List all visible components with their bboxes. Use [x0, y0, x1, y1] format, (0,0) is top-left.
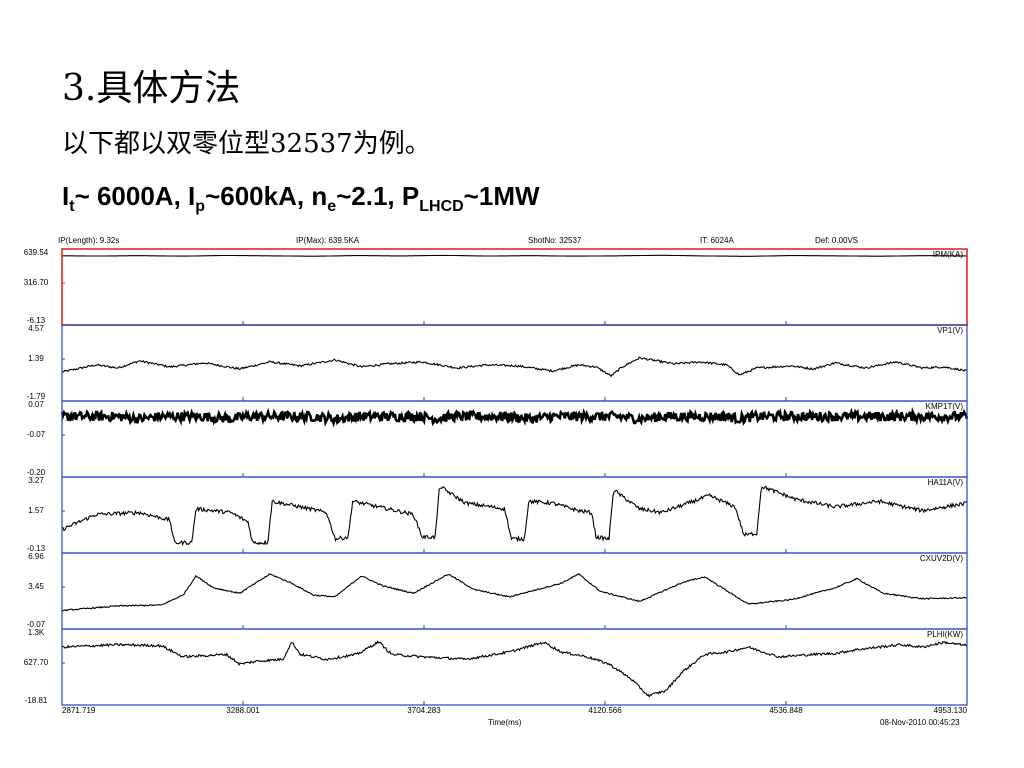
x-tick-label: 2871.719: [62, 706, 96, 715]
x-tick-label: 3704.283: [407, 706, 441, 715]
y-tick-label: -1.79: [27, 392, 46, 401]
y-tick-label: -18.81: [25, 696, 48, 705]
y-tick-label: -0.07: [27, 620, 46, 629]
signal-trace: [61, 356, 968, 378]
y-tick-label: 1.57: [28, 506, 44, 515]
header-max: IP(Max): 639.5KA: [296, 236, 360, 245]
slide-subtitle: 以下都以双零位型32537为例。: [62, 129, 431, 159]
plasma-parameters: It~ 6000A, Ip~600kA, ne~2.1, PLHCD~1MW: [62, 176, 540, 216]
header-shot: ShotNo: 32537: [528, 236, 582, 245]
param-lhcd-power: PLHCD~1MW: [401, 181, 540, 215]
y-tick-label: 627.70: [24, 658, 49, 667]
signal-label: VP1(V): [937, 326, 963, 335]
panel-frame: [61, 552, 968, 630]
x-axis-label: Time(ms): [488, 718, 522, 727]
y-tick-label: 3.45: [28, 582, 44, 591]
panel-ha11a-v: 3.27 1.57 -0.13 HA11A(V): [27, 476, 968, 554]
signal-label: IPM(KA): [933, 250, 964, 259]
signal-trace: [60, 406, 969, 428]
panel-vp1-v: 4.57 1.39 -1.79 VP1(V): [27, 324, 968, 402]
y-tick-label: -6.13: [27, 316, 46, 325]
y-tick-label: 316.70: [24, 278, 49, 287]
param-plasma-current: Ip~600kA,: [188, 181, 312, 215]
y-tick-label: 4.57: [28, 324, 44, 333]
x-axis: 2871.719 3288.001 3704.283 4120.566 4536.848…: [62, 706, 968, 715]
y-tick-label: 3.27: [28, 476, 44, 485]
y-tick-label: -0.13: [27, 544, 46, 553]
signal-label: HA11A(V): [928, 478, 964, 487]
panel-plhi-kw: 1.3K 627.70 -18.81 PLHI(KW): [24, 628, 968, 706]
signal-trace: [61, 485, 968, 547]
y-tick-label: 6.96: [28, 552, 44, 561]
y-tick-label: -0.07: [27, 430, 46, 439]
signal-label: KMP1T(V): [926, 402, 964, 411]
panel-cxuv2d-v: 6.96 3.45 -0.07 CXUV2D(V): [27, 552, 968, 630]
panel-frame: [61, 476, 968, 554]
x-tick-label: 3288.001: [226, 706, 260, 715]
x-tick-label: 4120.566: [588, 706, 622, 715]
panel-frame: [61, 628, 968, 706]
signal-trace: [61, 573, 968, 612]
footer-datetime: 08-Nov-2010 00:45:23: [880, 718, 960, 727]
panel-frame: [61, 248, 968, 326]
param-electron-density: ne~2.1,: [311, 181, 402, 215]
header-def: Def: 0.00VS: [815, 236, 858, 245]
panel-ipm-ka: 639.54 316.70 -6.13 IPM(KA): [24, 248, 968, 326]
y-tick-label: 1.39: [28, 354, 44, 363]
signal-trace: [61, 640, 968, 698]
y-tick-label: 0.07: [28, 400, 44, 409]
panel-frame: [61, 324, 968, 402]
signal-trace: [61, 254, 967, 257]
x-tick-label: 4953.130: [934, 706, 968, 715]
signal-panels: 639.54 316.70 -6.13 IPM(KA) 4.57 1.39 -1.79 VP1…: [24, 248, 969, 706]
y-tick-label: -0.20: [27, 468, 46, 477]
slide-title: 3.具体方法: [62, 68, 241, 109]
param-toroidal-current: It~ 6000A,: [62, 181, 189, 215]
y-tick-label: 639.54: [24, 248, 49, 257]
header-length: IP(Length): 9.32s: [58, 236, 119, 245]
panel-kmp1t-v: 0.07 -0.07 -0.20 KMP1T(V): [27, 400, 969, 478]
header-it: IT: 6024A: [700, 236, 734, 245]
y-tick-label: 1.3K: [28, 628, 45, 637]
signal-label: CXUV2D(V): [920, 554, 963, 563]
signal-label: PLHI(KW): [927, 630, 963, 639]
x-tick-label: 4536.848: [769, 706, 803, 715]
